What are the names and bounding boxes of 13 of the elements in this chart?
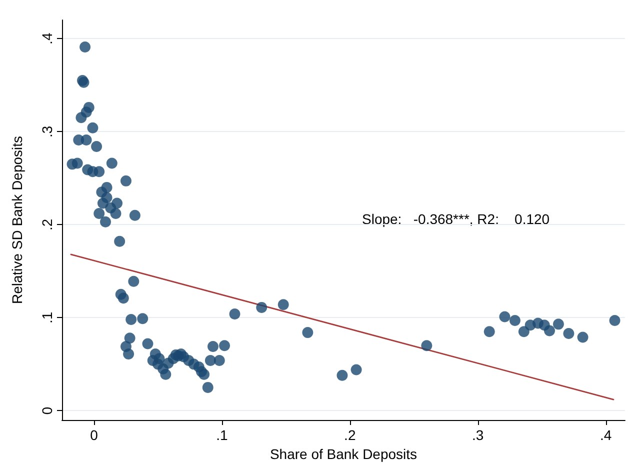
- x-tick-label: 0: [90, 427, 98, 443]
- y-tick-label: .4: [39, 32, 55, 44]
- x-tick-label: .3: [472, 427, 484, 443]
- annotation: Slope: -0.368***, R2: 0.120: [362, 211, 550, 227]
- y-tick-label: .2: [39, 218, 55, 230]
- y-axis-title: Relative SD Bank Deposits: [9, 136, 25, 304]
- y-tick-label: 0: [39, 406, 55, 415]
- y-tick-label: .3: [39, 126, 55, 138]
- y-tick-label: .1: [39, 312, 55, 324]
- x-tick-label: .4: [600, 427, 612, 443]
- x-axis-title: Share of Bank Deposits: [270, 446, 418, 462]
- x-tick-label: .1: [216, 427, 228, 443]
- x-tick-label: .2: [344, 427, 356, 443]
